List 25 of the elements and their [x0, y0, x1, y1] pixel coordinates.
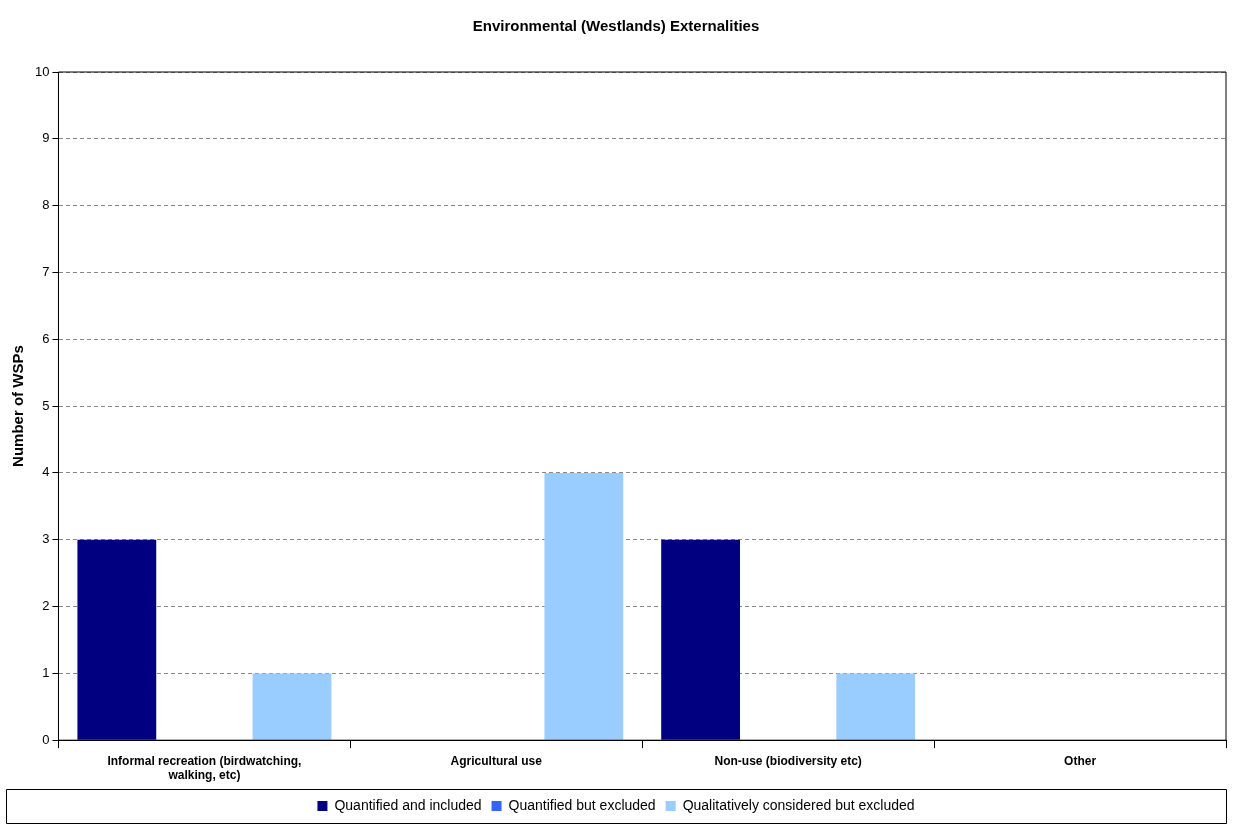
y-tick-label: 1 [42, 664, 50, 680]
bar [77, 539, 157, 740]
y-tick-label: 5 [42, 397, 50, 413]
y-tick-label: 9 [42, 130, 50, 146]
legend-label: Quantified and included [334, 796, 482, 813]
legend-label: Quantified but excluded [508, 796, 656, 813]
y-tick-label: 4 [42, 464, 50, 480]
x-tick-label: Other [1064, 753, 1097, 768]
x-tick-label: Agricultural use [450, 753, 543, 768]
chart-title: Environmental (Westlands) Externalities [472, 17, 760, 35]
bar [836, 673, 916, 740]
y-tick-label: 6 [42, 330, 50, 346]
y-tick-label: 3 [42, 531, 50, 547]
y-tick-label: 10 [34, 63, 50, 79]
y-axis-title: Number of WSPs [9, 345, 27, 467]
x-tick-label: Non-use (biodiversity etc) [714, 753, 862, 768]
bar [661, 539, 741, 740]
bar [252, 673, 332, 740]
x-tick-label: Informal recreation (birdwatching, walking, etc) [107, 753, 302, 783]
legend-label: Qualitatively considered but excluded [682, 796, 915, 813]
y-tick-label: 0 [42, 731, 50, 747]
y-tick-label: 2 [42, 598, 50, 614]
y-tick-label: 8 [42, 197, 50, 213]
y-tick-label: 7 [42, 264, 50, 280]
bar [544, 472, 624, 740]
